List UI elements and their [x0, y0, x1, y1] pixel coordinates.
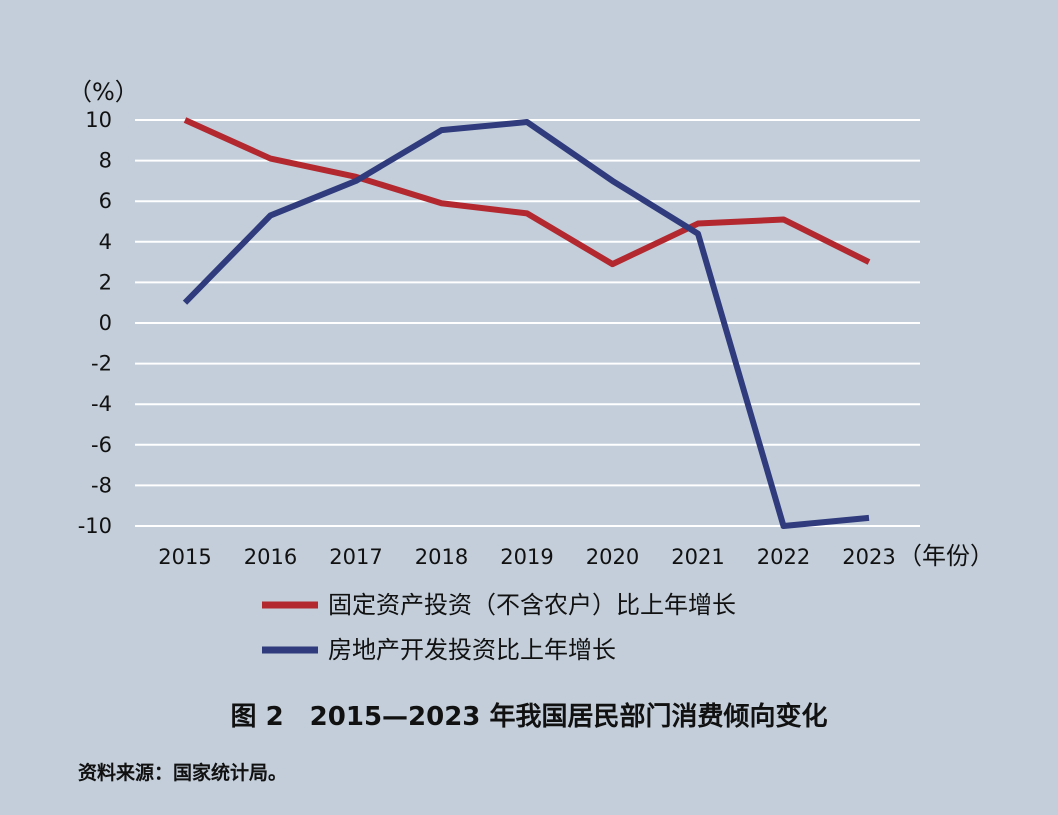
x-tick-label: 2021 [671, 545, 724, 569]
y-tick-label: 0 [99, 311, 112, 335]
y-tick-label: -8 [91, 473, 112, 497]
y-tick-label: 6 [99, 189, 112, 213]
x-tick-label: 2022 [757, 545, 810, 569]
y-tick-label: -4 [91, 392, 112, 416]
y-tick-label: -6 [91, 433, 112, 457]
x-tick-label: 2023 [842, 545, 895, 569]
chart-title: 图 2 2015—2023 年我国居民部门消费倾向变化 [230, 702, 828, 732]
y-tick-label: 8 [99, 149, 112, 173]
series-line-fixed-asset-investment [183, 117, 871, 268]
y-tick-label: 4 [99, 230, 112, 254]
x-axis-label: （年份） [898, 542, 994, 570]
x-tick-label: 2019 [500, 545, 553, 569]
y-axis-ticks: 10 8 6 4 2 0 -2 -4 -6 -8 -10 [78, 108, 112, 538]
y-tick-label: -10 [78, 514, 112, 538]
y-axis-label: （%） [68, 78, 139, 106]
x-tick-label: 2017 [329, 545, 382, 569]
series-lines [182, 117, 871, 529]
series-line-real-estate-investment [182, 119, 870, 529]
y-tick-label: -2 [91, 352, 112, 376]
legend-label-real-estate-investment: 房地产开发投资比上年增长 [328, 636, 616, 664]
x-tick-label: 2015 [158, 545, 211, 569]
legend-label-fixed-asset-investment: 固定资产投资（不含农户）比上年增长 [328, 591, 736, 619]
x-tick-label: 2016 [244, 545, 297, 569]
x-tick-label: 2020 [586, 545, 639, 569]
x-tick-label: 2018 [415, 545, 468, 569]
grid-lines [135, 119, 920, 527]
data-source-note: 资料来源：国家统计局。 [78, 762, 288, 784]
y-tick-label: 10 [85, 108, 112, 132]
legend: 固定资产投资（不含农户）比上年增长 房地产开发投资比上年增长 [262, 591, 736, 664]
x-axis-ticks: 2015 2016 2017 2018 2019 2020 2021 2022 2023 [158, 545, 895, 569]
y-tick-label: 2 [99, 270, 112, 294]
